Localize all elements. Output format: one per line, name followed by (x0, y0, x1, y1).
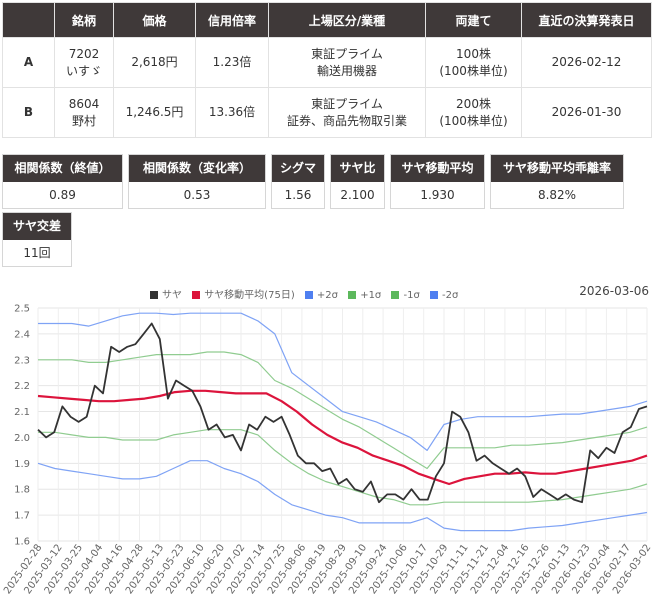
legend-label: サヤ (162, 290, 182, 301)
legend-label: +1σ (360, 290, 382, 301)
y-tick-label: 2.0 (14, 433, 30, 444)
header-margin-ratio: 信用倍率 (195, 2, 269, 38)
stat-spread-ratio: サヤ比 2.100 (330, 154, 385, 209)
y-tick-label: 2.4 (14, 329, 30, 340)
pair-table-header: 銘柄 価格 信用倍率 上場区分/業種 両建て 直近の決算発表日 (2, 2, 652, 38)
margin-ratio-cell: 1.23倍 (195, 37, 269, 88)
series-line-2 (38, 312, 648, 451)
y-tick-label: 1.7 (14, 511, 30, 522)
stock-cell[interactable]: 8604 野村 (54, 87, 114, 138)
market-label: 東証プライム (311, 96, 383, 111)
stat-spread-ma: サヤ移動平均 1.930 (390, 154, 485, 209)
industry-label: 輸送用機器 (316, 63, 377, 78)
stat-correlation-change: 相関係数（変化率） 0.53 (128, 154, 266, 209)
series-line-3 (38, 351, 648, 470)
stat-spread-cross: サヤ交差 11回 (2, 212, 72, 267)
stat-label: サヤ移動平均 (391, 155, 484, 182)
stat-value: 1.930 (420, 188, 455, 202)
stat-label: 相関係数（変化率） (129, 155, 265, 182)
header-earnings-date: 直近の決算発表日 (521, 2, 652, 38)
market-label: 東証プライム (311, 46, 383, 61)
legend-item-minus1sigma[interactable]: -1σ (391, 290, 420, 301)
y-tick-label: 1.9 (14, 459, 30, 470)
hedge-unit: (100株単位) (439, 113, 508, 128)
legend-swatch (192, 291, 201, 299)
stat-value: 0.53 (183, 188, 211, 202)
legend-item-plus2sigma[interactable]: +2σ (304, 290, 338, 301)
legend-item-plus1sigma[interactable]: +1σ (348, 290, 381, 301)
hedge-shares: 100株 (456, 46, 491, 61)
table-row-a: A 7202 いすゞ 2,618円 1.23倍 東証プライム 輸送用機器 100… (2, 37, 652, 88)
y-tick-label: 2.5 (14, 304, 30, 315)
header-hedge: 両建て (425, 2, 522, 38)
y-tick-label: 2.3 (14, 355, 30, 366)
stat-value: 1.56 (284, 188, 312, 202)
stat-label: サヤ移動平均乖離率 (491, 155, 623, 182)
stock-name[interactable]: いすゞ (65, 63, 102, 78)
stat-value: 11回 (23, 246, 51, 260)
legend-label: -2σ (441, 290, 459, 301)
legend-item-minus2sigma[interactable]: -2σ (429, 290, 459, 301)
stat-value: 8.82% (537, 188, 577, 202)
legend-swatch (391, 291, 400, 299)
header-blank (2, 2, 55, 38)
pair-table: 銘柄 価格 信用倍率 上場区分/業種 両建て 直近の決算発表日 A 7202 い… (2, 2, 652, 138)
row-label: B (2, 87, 55, 138)
y-tick-label: 2.1 (14, 407, 30, 418)
hedge-cell: 200株 (100株単位) (425, 87, 522, 138)
y-tick-label: 1.6 (14, 537, 30, 548)
series-line-5 (37, 460, 648, 532)
legend-label: -1σ (403, 290, 420, 301)
y-tick-label: 1.8 (14, 485, 30, 496)
industry-label: 証券、商品先物取引業 (286, 113, 407, 128)
stat-label: シグマ (272, 155, 324, 182)
table-row-b: B 8604 野村 1,246.5円 13.36倍 東証プライム 証券、商品先物… (2, 87, 652, 138)
stat-value: 0.89 (49, 188, 76, 202)
chart-date: 2026-03-06 (579, 284, 649, 298)
stock-code[interactable]: 8604 (68, 96, 100, 111)
stat-spread-ma-deviation: サヤ移動平均乖離率 8.82% (490, 154, 624, 209)
hedge-shares: 200株 (456, 96, 491, 111)
legend-label: +2σ (316, 290, 338, 301)
stat-sigma: シグマ 1.56 (271, 154, 325, 209)
stat-value: 2.100 (340, 188, 375, 202)
series-line-1 (37, 389, 648, 486)
earnings-date-cell: 2026-01-30 (521, 87, 652, 138)
row-label: A (2, 37, 55, 88)
header-price: 価格 (113, 2, 196, 38)
header-market-industry: 上場区分/業種 (268, 2, 426, 38)
series-line-0 (37, 322, 648, 504)
stat-label: サヤ交差 (3, 213, 71, 240)
stock-name[interactable]: 野村 (71, 113, 96, 128)
legend-swatch (348, 291, 357, 299)
margin-ratio-cell: 13.36倍 (195, 87, 269, 138)
y-tick-label: 2.2 (14, 381, 30, 392)
earnings-date-cell: 2026-02-12 (521, 37, 652, 88)
stock-code[interactable]: 7202 (68, 46, 100, 61)
stock-cell[interactable]: 7202 いすゞ (54, 37, 114, 88)
legend-swatch (304, 291, 313, 299)
market-industry-cell: 東証プライム 証券、商品先物取引業 (268, 87, 426, 138)
legend-swatch (150, 291, 158, 299)
header-stock: 銘柄 (54, 2, 114, 38)
series-line-4 (38, 429, 648, 506)
stat-label: サヤ比 (331, 155, 384, 182)
legend-item-spread[interactable]: サヤ (150, 286, 182, 301)
spread-chart: 2.52.42.32.22.12.01.91.81.71.62025-02-28… (2, 304, 653, 597)
price-cell: 1,246.5円 (113, 87, 196, 138)
legend-label: サヤ移動平均(75日) (204, 290, 295, 301)
legend-item-spread-ma[interactable]: サヤ移動平均(75日) (192, 286, 295, 301)
hedge-cell: 100株 (100株単位) (425, 37, 522, 88)
stat-label: 相関係数（終値） (3, 155, 122, 182)
chart-legend: サヤ サヤ移動平均(75日) +2σ +1σ -1σ -2σ (150, 286, 465, 301)
market-industry-cell: 東証プライム 輸送用機器 (268, 37, 426, 88)
legend-swatch (429, 291, 438, 299)
price-cell: 2,618円 (113, 37, 196, 88)
stat-correlation-close: 相関係数（終値） 0.89 (2, 154, 123, 209)
hedge-unit: (100株単位) (439, 63, 508, 78)
